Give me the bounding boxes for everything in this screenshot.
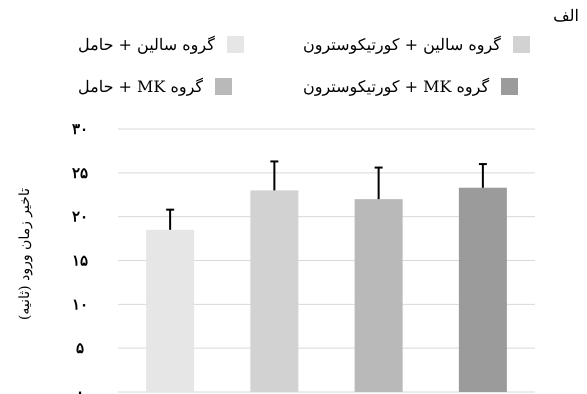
legend-swatch (215, 78, 233, 95)
bar (250, 190, 299, 392)
panel-label: الف (553, 6, 579, 25)
y-tick-label: ۳۰ (72, 120, 88, 138)
legend-item-mk-vehicle: گروه MK + حامل (78, 77, 233, 96)
bars (146, 187, 507, 392)
y-tick-label: ۲۰ (72, 208, 88, 226)
y-tick-label: ۰ (76, 383, 84, 394)
y-tick-labels: ۰ ۵ ۱۰ ۱۵ ۲۰ ۲۵ ۳۰ (72, 120, 88, 394)
legend: گروه سالین + حامل گروه سالین + کورتیکوست… (0, 0, 587, 110)
legend-label: گروه MK + حامل (78, 77, 204, 96)
legend-item-mk-corticosterone: گروه MK + کورتیکوسترون (303, 77, 519, 96)
legend-swatch (501, 78, 519, 95)
legend-label: گروه سالین + کورتیکوسترون (303, 35, 501, 54)
legend-label: گروه سالین + حامل (78, 35, 215, 54)
legend-swatch (512, 36, 530, 53)
y-tick-label: ۵ (76, 339, 84, 357)
y-tick-label: ۱۵ (72, 252, 88, 270)
bar (458, 187, 507, 392)
legend-swatch (226, 36, 244, 53)
y-tick-label: ۲۵ (72, 164, 88, 182)
legend-label: گروه MK + کورتیکوسترون (303, 77, 490, 96)
error-bars (166, 160, 487, 230)
bar (146, 229, 195, 392)
bar (354, 199, 403, 392)
y-tick-label: ۱۰ (72, 295, 88, 313)
legend-item-saline-corticosterone: گروه سالین + کورتیکوسترون (303, 35, 530, 54)
legend-item-saline-vehicle: گروه سالین + حامل (78, 35, 244, 54)
